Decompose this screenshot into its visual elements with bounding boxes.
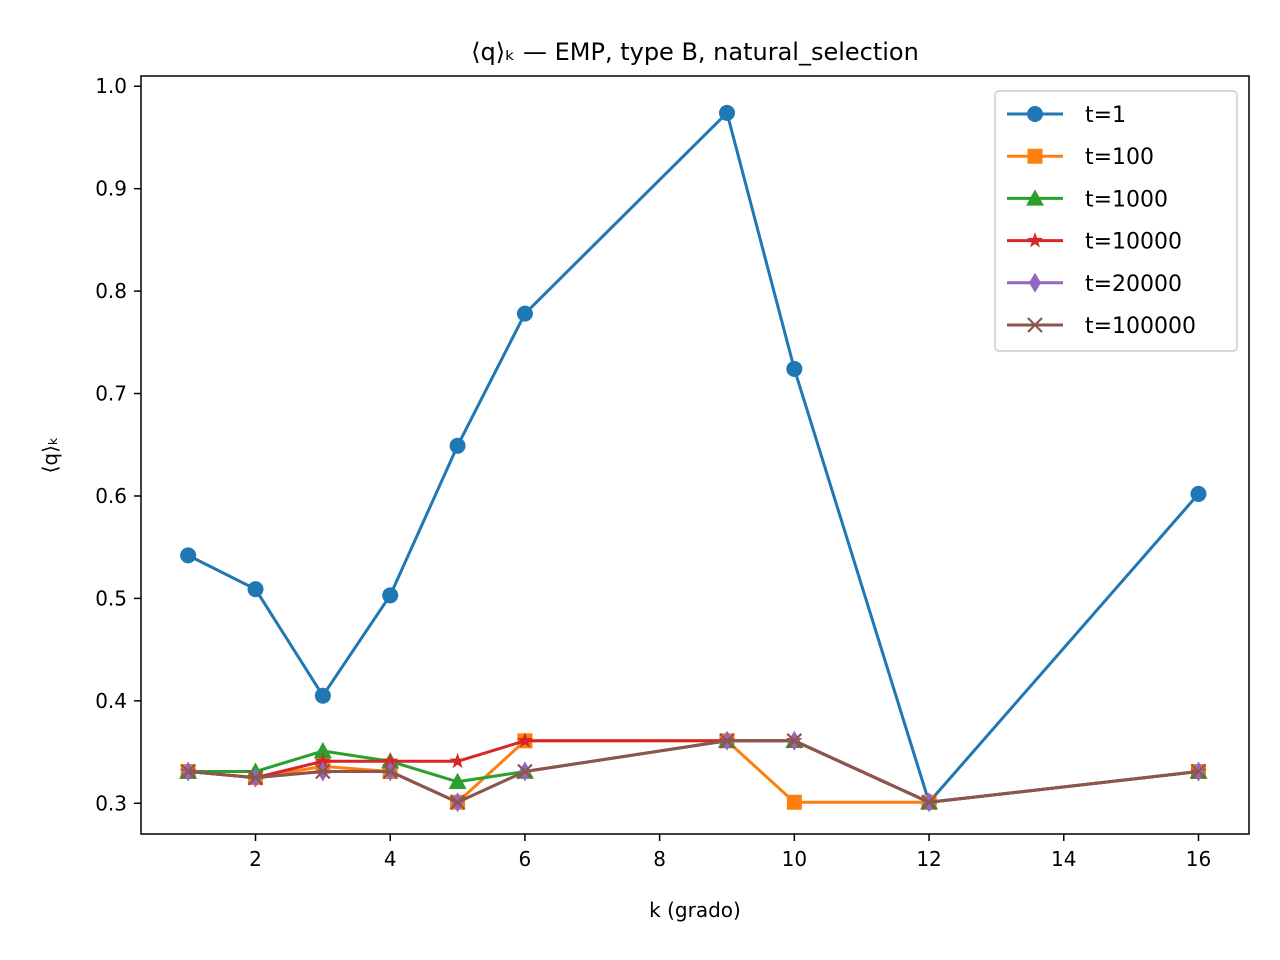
legend-marker [1029, 272, 1041, 293]
data-point [449, 437, 466, 454]
y-tick-label: 0.9 [95, 177, 127, 201]
data-point [180, 547, 197, 564]
data-point [449, 794, 466, 811]
y-tick-label: 0.8 [95, 279, 127, 303]
legend-marker [1026, 232, 1044, 248]
data-point [516, 305, 533, 322]
data-point [517, 763, 533, 780]
legend-box [994, 90, 1238, 352]
x-tick-label: 10 [782, 847, 807, 871]
data-point [247, 581, 264, 598]
data-point [786, 360, 803, 377]
legend-marker [1027, 148, 1043, 164]
legend-marker [1026, 189, 1044, 206]
x-tick-label: 4 [384, 847, 397, 871]
legend-item: t=100000 [1007, 314, 1196, 339]
data-point [1190, 763, 1207, 780]
series-line [188, 739, 1199, 804]
legend-label: t=1 [1085, 103, 1126, 128]
data-point [382, 763, 398, 780]
data-point [449, 752, 466, 769]
x-axis-label: k (grado) [649, 898, 741, 922]
data-point [516, 732, 534, 748]
data-point [180, 763, 196, 780]
data-point [921, 794, 937, 811]
x-tick-label: 8 [653, 847, 666, 871]
data-point [314, 752, 331, 769]
series-line [187, 111, 1200, 804]
y-tick-label: 0.5 [95, 586, 127, 610]
data-point [247, 769, 264, 786]
legend-item: t=1 [1007, 103, 1126, 128]
y-tick-label: 1.0 [95, 74, 127, 98]
y-tick-label: 0.6 [95, 484, 127, 508]
legend-label: t=10000 [1085, 230, 1182, 255]
legend-item: t=20000 [1007, 272, 1182, 297]
legend-label: t=100 [1085, 145, 1154, 170]
series-line [188, 739, 1199, 804]
data-point [382, 752, 399, 769]
legend-item: t=10000 [1007, 230, 1182, 255]
data-point [786, 733, 803, 749]
legend-label: t=20000 [1085, 272, 1182, 297]
data-point [719, 733, 735, 749]
x-tick-label: 6 [519, 847, 532, 871]
legend-marker [1027, 106, 1043, 122]
data-point [448, 772, 467, 789]
y-tick-label: 0.3 [95, 791, 127, 815]
x-tick-label: 12 [916, 847, 941, 871]
data-point [313, 742, 332, 759]
x-tick-label: 14 [1051, 847, 1076, 871]
legend-item: t=100 [1007, 145, 1154, 170]
legend-marker [1027, 317, 1043, 333]
x-tick-label: 16 [1186, 847, 1211, 871]
y-tick-label: 0.7 [95, 382, 127, 406]
plot-area [179, 104, 1208, 813]
legend-label: t=100000 [1085, 314, 1196, 339]
data-point [718, 104, 735, 121]
y-axis-label: ⟨q⟩ₖ [38, 437, 62, 474]
legend: t=1 t=100 t=1000 t=10000 t=20000 t=100000 [994, 90, 1238, 352]
chart-title: ⟨q⟩ₖ — EMP, type B, natural_selection [471, 38, 919, 66]
y-tick-label: 0.4 [95, 689, 127, 713]
data-point [382, 587, 399, 604]
axes: 2 4 6 8 10 12 14 16 0.3 0.4 0.5 0.6 0.7 0.8 0.9 1.0 [95, 74, 1250, 871]
series-5 [180, 733, 1207, 811]
legend-label: t=1000 [1085, 187, 1168, 212]
x-tick-label: 2 [249, 847, 262, 871]
data-point [315, 763, 331, 780]
data-point [786, 794, 802, 810]
axes-frame [140, 75, 1250, 835]
legend-item: t=1000 [1007, 187, 1168, 212]
data-point [314, 687, 331, 704]
data-point [1190, 485, 1207, 502]
